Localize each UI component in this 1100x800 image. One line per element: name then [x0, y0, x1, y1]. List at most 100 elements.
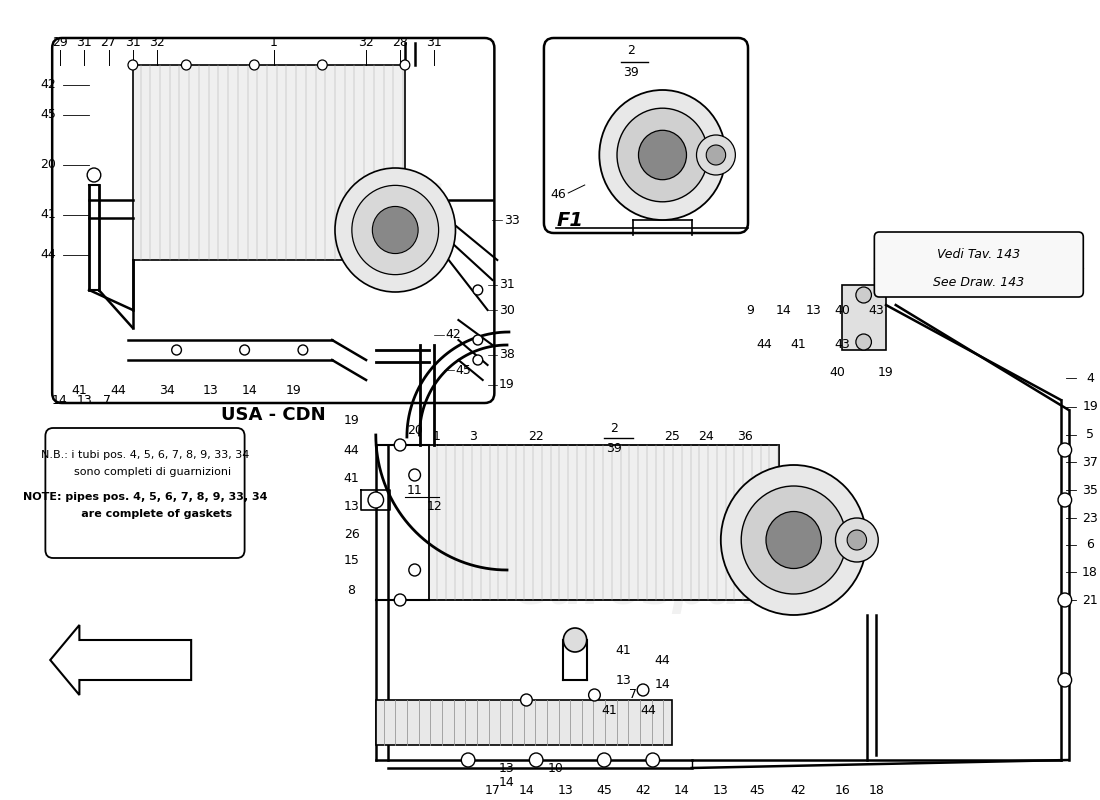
Text: 13: 13: [76, 394, 92, 406]
Text: NOTE: pipes pos. 4, 5, 6, 7, 8, 9, 33, 34: NOTE: pipes pos. 4, 5, 6, 7, 8, 9, 33, 3…: [23, 492, 267, 502]
Text: 43: 43: [835, 338, 850, 351]
Text: USA - CDN: USA - CDN: [221, 406, 326, 424]
Text: 19: 19: [499, 378, 515, 391]
Circle shape: [394, 439, 406, 451]
Text: 41: 41: [343, 471, 360, 485]
Circle shape: [461, 753, 475, 767]
Text: 23: 23: [1082, 511, 1098, 525]
Text: 24: 24: [698, 430, 714, 442]
Circle shape: [638, 130, 686, 180]
Text: 39: 39: [606, 442, 621, 454]
Circle shape: [520, 694, 532, 706]
Circle shape: [182, 60, 191, 70]
Text: 21: 21: [1082, 594, 1098, 606]
Text: 27: 27: [100, 35, 117, 49]
Circle shape: [637, 684, 649, 696]
Text: 41: 41: [616, 643, 631, 657]
Circle shape: [473, 355, 483, 365]
Circle shape: [597, 753, 611, 767]
Circle shape: [87, 168, 101, 182]
Text: 13: 13: [713, 783, 728, 797]
Circle shape: [563, 628, 586, 652]
Text: 7: 7: [629, 689, 637, 702]
Text: F1: F1: [557, 210, 584, 230]
Text: 16: 16: [835, 783, 850, 797]
Text: 31: 31: [125, 35, 141, 49]
Text: 45: 45: [750, 783, 766, 797]
Circle shape: [368, 492, 384, 508]
Text: 41: 41: [41, 209, 56, 222]
Text: 46: 46: [551, 189, 566, 202]
Circle shape: [646, 753, 660, 767]
Text: 2: 2: [627, 43, 636, 57]
Text: 9: 9: [746, 303, 754, 317]
Text: 44: 44: [654, 654, 670, 666]
Text: 45: 45: [596, 783, 612, 797]
Text: 28: 28: [393, 35, 408, 49]
Circle shape: [128, 60, 138, 70]
Text: 13: 13: [558, 783, 573, 797]
Text: 5: 5: [1086, 429, 1094, 442]
Text: 18: 18: [868, 783, 884, 797]
Circle shape: [720, 465, 867, 615]
Circle shape: [394, 594, 406, 606]
Text: 20: 20: [407, 423, 422, 437]
Text: 14: 14: [518, 783, 535, 797]
Text: 43: 43: [868, 303, 884, 317]
Text: 15: 15: [343, 554, 360, 566]
Text: 44: 44: [343, 443, 360, 457]
Circle shape: [1058, 443, 1071, 457]
Circle shape: [696, 135, 736, 175]
Circle shape: [400, 60, 410, 70]
Text: sono completi di guarnizioni: sono completi di guarnizioni: [59, 467, 231, 477]
Text: 14: 14: [52, 394, 68, 406]
Text: 25: 25: [664, 430, 680, 442]
Text: 31: 31: [76, 35, 92, 49]
Bar: [843, 285, 886, 350]
Text: 32: 32: [150, 35, 165, 49]
Text: 22: 22: [528, 430, 544, 442]
Circle shape: [617, 108, 708, 202]
Circle shape: [741, 486, 846, 594]
Text: 7: 7: [102, 394, 111, 406]
Text: 6: 6: [1086, 538, 1094, 551]
Text: 31: 31: [499, 278, 515, 291]
Circle shape: [240, 345, 250, 355]
Text: 1: 1: [270, 35, 277, 49]
Text: 12: 12: [426, 501, 442, 514]
Circle shape: [172, 345, 182, 355]
Text: 4: 4: [1086, 371, 1094, 385]
Text: 13: 13: [343, 501, 360, 514]
Text: N.B.: i tubi pos. 4, 5, 6, 7, 8, 9, 33, 34: N.B.: i tubi pos. 4, 5, 6, 7, 8, 9, 33, …: [42, 450, 250, 460]
Text: 14: 14: [499, 777, 515, 790]
Text: 17: 17: [484, 783, 500, 797]
Text: 45: 45: [455, 363, 471, 377]
Circle shape: [473, 285, 483, 295]
Text: 37: 37: [1082, 455, 1098, 469]
Circle shape: [706, 145, 726, 165]
Text: 42: 42: [791, 783, 806, 797]
Circle shape: [856, 334, 871, 350]
Circle shape: [600, 90, 726, 220]
Text: 33: 33: [504, 214, 519, 226]
FancyBboxPatch shape: [874, 232, 1084, 297]
Text: 41: 41: [602, 703, 617, 717]
Circle shape: [836, 518, 878, 562]
Text: 19: 19: [343, 414, 360, 426]
Text: 39: 39: [624, 66, 639, 78]
Text: 41: 41: [72, 383, 87, 397]
Circle shape: [336, 168, 455, 292]
Text: eurospares: eurospares: [514, 566, 830, 614]
Text: 19: 19: [878, 366, 894, 378]
Circle shape: [588, 689, 601, 701]
Text: 8: 8: [348, 583, 355, 597]
Text: 35: 35: [1082, 483, 1098, 497]
Text: 14: 14: [654, 678, 670, 691]
Text: 14: 14: [242, 383, 257, 397]
Text: 14: 14: [674, 783, 690, 797]
Text: 41: 41: [791, 338, 806, 351]
Text: Vedi Tav. 143: Vedi Tav. 143: [937, 249, 1020, 262]
Text: 19: 19: [1082, 401, 1098, 414]
Text: 14: 14: [777, 303, 792, 317]
Text: 40: 40: [829, 366, 846, 378]
